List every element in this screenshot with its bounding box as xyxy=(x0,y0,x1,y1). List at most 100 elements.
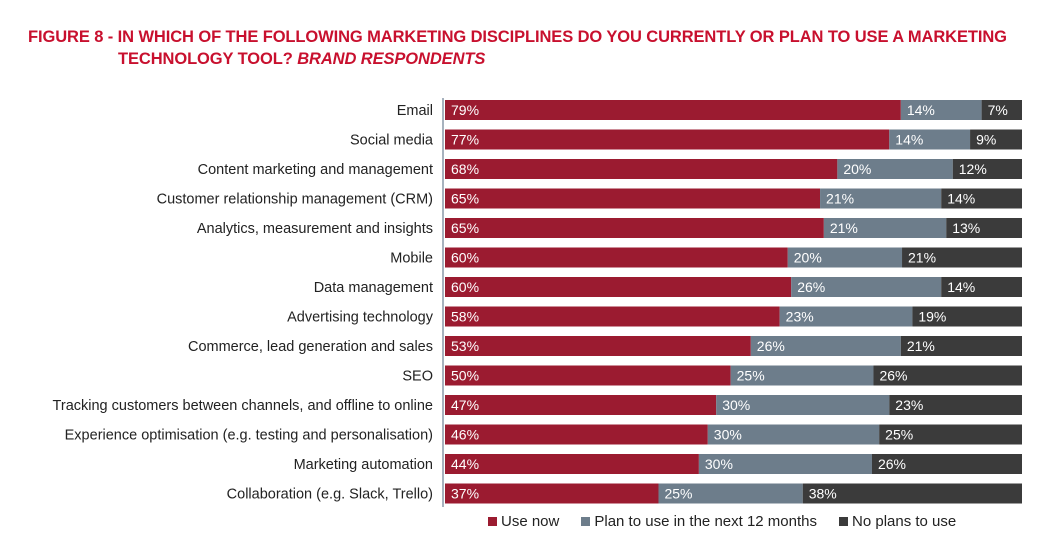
data-label-plan: 21% xyxy=(830,220,858,236)
legend-label-use-now: Use now xyxy=(501,513,560,530)
data-label-use-now: 60% xyxy=(451,279,479,295)
bar-segment-no-plans xyxy=(941,188,1022,209)
data-label-plan: 14% xyxy=(907,102,935,118)
bar-segment-plan xyxy=(823,218,947,238)
data-label-use-now: 50% xyxy=(451,368,479,384)
legend-item-plan: Plan to use in the next 12 months xyxy=(581,513,817,530)
data-label-no-plans: 21% xyxy=(907,338,935,354)
bar-segment-plan xyxy=(698,454,872,474)
data-label-use-now: 47% xyxy=(451,397,479,413)
data-label-use-now: 60% xyxy=(451,250,479,266)
data-label-use-now: 46% xyxy=(451,427,479,443)
legend-item-use-now: Use now xyxy=(488,513,559,530)
bar-segment-plan xyxy=(791,277,942,297)
data-label-no-plans: 7% xyxy=(988,102,1008,118)
title-line-1: FIGURE 8 - IN WHICH OF THE FOLLOWING MAR… xyxy=(28,28,1007,46)
data-label-plan: 30% xyxy=(705,456,733,472)
bar-segment-no-plans xyxy=(912,306,1022,327)
legend-item-no-plans: No plans to use xyxy=(839,513,956,530)
data-label-plan: 25% xyxy=(737,368,765,384)
data-label-plan: 30% xyxy=(714,427,742,443)
bar-segment-use-now xyxy=(445,100,901,120)
legend-label-no-plans: No plans to use xyxy=(852,513,957,530)
data-label-no-plans: 38% xyxy=(809,486,837,502)
bar-segment-no-plans xyxy=(970,129,1022,150)
category-label: Commerce, lead generation and sales xyxy=(188,339,433,355)
bar-segment-no-plans xyxy=(873,365,1022,386)
title-subtitle: BRAND RESPONDENTS xyxy=(297,50,486,68)
bar-segment-use-now xyxy=(445,247,788,268)
title-line-2-main: TECHNOLOGY TOOL? xyxy=(118,50,298,68)
bar-segment-plan xyxy=(787,247,903,268)
bar-segment-no-plans xyxy=(879,424,1022,445)
data-label-use-now: 77% xyxy=(451,132,479,148)
bar-segment-use-now xyxy=(445,218,824,238)
bar-segment-plan xyxy=(730,365,874,386)
bar-segment-no-plans xyxy=(981,100,1022,120)
legend-swatch-no-plans xyxy=(839,517,849,526)
data-label-use-now: 58% xyxy=(451,309,479,325)
bar-segment-no-plans xyxy=(900,336,1022,356)
data-label-no-plans: 25% xyxy=(885,427,913,443)
bar-segment-use-now xyxy=(445,336,751,356)
bar-segment-plan xyxy=(900,100,982,120)
data-label-use-now: 65% xyxy=(451,220,479,236)
bar-segment-no-plans xyxy=(802,483,1022,504)
bar-segment-plan xyxy=(837,159,953,179)
data-label-plan: 26% xyxy=(757,338,785,354)
data-label-use-now: 79% xyxy=(451,102,479,118)
bar-segment-use-now xyxy=(445,188,821,209)
data-label-plan: 30% xyxy=(722,397,750,413)
category-label: Social media xyxy=(350,133,434,149)
bar-segment-use-now xyxy=(445,454,699,474)
bar-segment-use-now xyxy=(445,483,659,504)
bar-segment-plan xyxy=(750,336,901,356)
bar-segment-no-plans xyxy=(902,247,1022,268)
bar-segment-no-plans xyxy=(889,395,1022,415)
bar-segment-use-now xyxy=(445,277,792,297)
category-label: SEO xyxy=(402,369,433,385)
data-label-no-plans: 14% xyxy=(947,279,975,295)
bar-segment-no-plans xyxy=(941,277,1022,297)
data-label-plan: 14% xyxy=(895,132,923,148)
bar-segment-use-now xyxy=(445,365,731,386)
bar-segment-use-now xyxy=(445,129,890,150)
data-label-use-now: 37% xyxy=(451,486,479,502)
category-label: Collaboration (e.g. Slack, Trello) xyxy=(227,487,433,503)
category-label: Advertising technology xyxy=(287,310,434,326)
data-label-no-plans: 26% xyxy=(878,456,906,472)
category-label: Email xyxy=(397,103,433,119)
bar-segment-plan xyxy=(716,395,890,415)
bar-segment-plan xyxy=(889,129,971,150)
data-label-use-now: 68% xyxy=(451,161,479,177)
data-label-no-plans: 9% xyxy=(976,132,996,148)
data-label-no-plans: 14% xyxy=(947,191,975,207)
category-label: Marketing automation xyxy=(294,457,433,473)
bar-segment-use-now xyxy=(445,424,708,445)
chart-legend: Use now Plan to use in the next 12 month… xyxy=(488,513,956,530)
chart-title: FIGURE 8 - IN WHICH OF THE FOLLOWING MAR… xyxy=(28,26,1007,70)
bar-segment-use-now xyxy=(445,395,717,415)
bar-segment-use-now xyxy=(445,306,780,327)
bar-segment-no-plans xyxy=(871,454,1022,474)
data-label-no-plans: 23% xyxy=(895,397,923,413)
data-label-use-now: 65% xyxy=(451,191,479,207)
data-label-plan: 21% xyxy=(826,191,854,207)
legend-swatch-use-now xyxy=(488,517,497,526)
category-label: Content marketing and management xyxy=(198,162,433,178)
data-label-plan: 20% xyxy=(794,250,822,266)
bar-segment-plan xyxy=(820,188,942,209)
data-label-no-plans: 13% xyxy=(952,220,980,236)
category-label: Experience optimisation (e.g. testing an… xyxy=(65,428,433,444)
data-label-plan: 20% xyxy=(843,161,871,177)
bar-segment-use-now xyxy=(445,159,838,179)
category-label: Tracking customers between channels, and… xyxy=(53,398,433,414)
data-label-no-plans: 26% xyxy=(879,368,907,384)
data-label-use-now: 53% xyxy=(451,338,479,354)
category-label: Customer relationship management (CRM) xyxy=(157,192,433,208)
data-label-plan: 23% xyxy=(786,309,814,325)
data-label-no-plans: 21% xyxy=(908,250,936,266)
bar-segment-no-plans xyxy=(952,159,1022,179)
data-label-plan: 25% xyxy=(664,486,692,502)
